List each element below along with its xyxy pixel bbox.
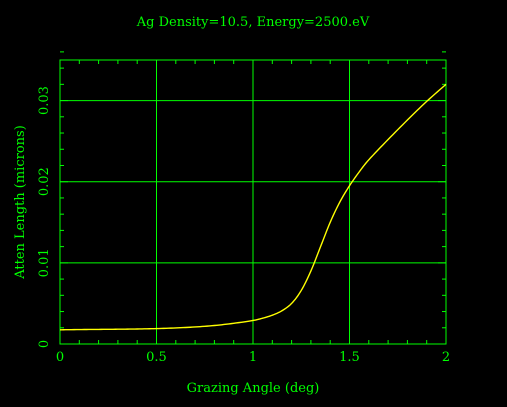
y-tick-label: 0.01 [37,248,52,277]
chart-title: Ag Density=10.5, Energy=2500.eV [136,15,370,30]
y-tick-label: 0.03 [37,86,52,115]
x-tick-label: 1.5 [339,350,360,365]
plot-frame [59,59,447,345]
x-tick-label: 2 [442,350,450,365]
y-tick-labels: 0 0.01 0.02 0.03 [37,86,52,348]
x-tick-labels: 0 0.5 1 1.5 2 [56,350,450,365]
x-axis-label: Grazing Angle (deg) [187,381,320,396]
x-tick-label: 0 [56,350,64,365]
x-tick-label: 0.5 [146,350,167,365]
grid [60,60,446,344]
y-tick-label: 0.02 [37,167,52,196]
x-tick-label: 1 [249,350,257,365]
attenuation-length-line [59,83,447,331]
y-axis-label: Atten Length (microns) [13,125,28,280]
y-tick-label: 0 [37,340,52,348]
